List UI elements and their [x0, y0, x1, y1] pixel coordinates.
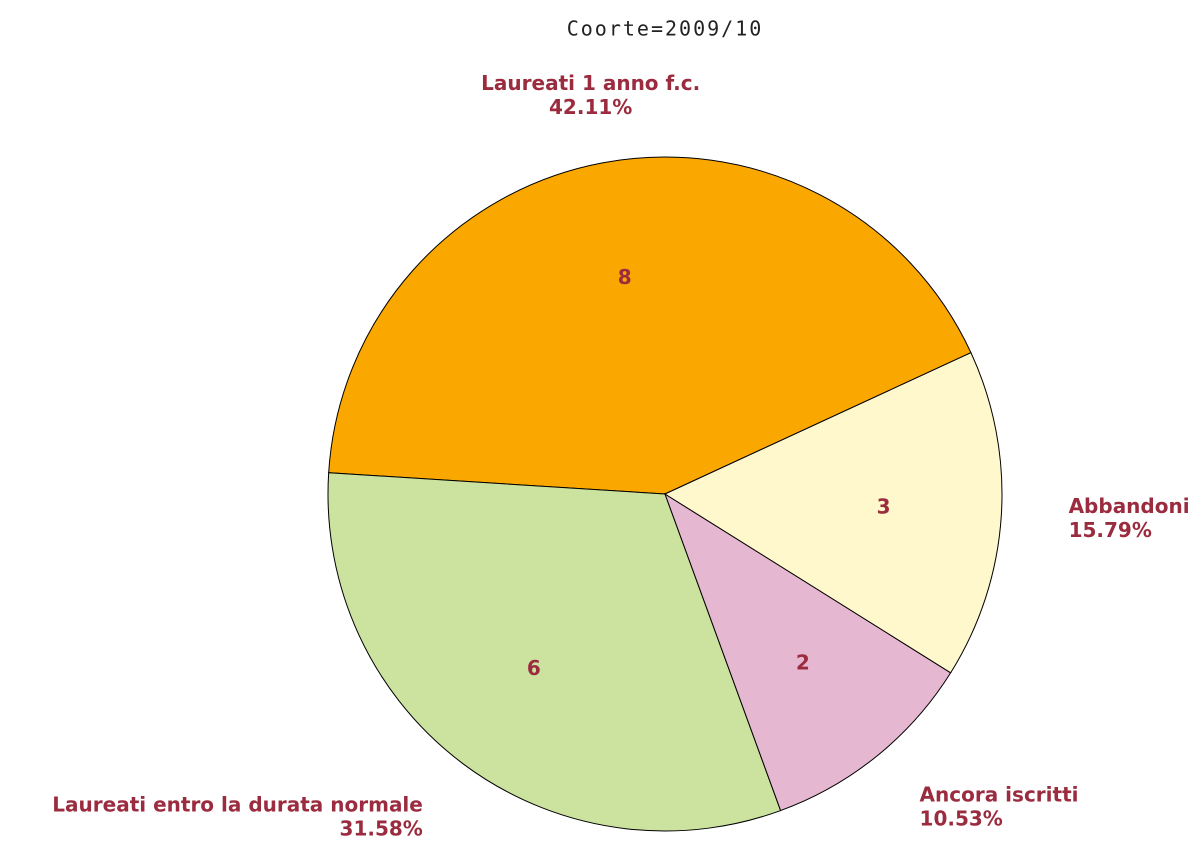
slice-category-label: Laureati 1 anno f.c.: [481, 71, 700, 95]
slice-category-label: Ancora iscritti: [920, 783, 1079, 807]
slice-value-label: 2: [796, 651, 810, 675]
slice-value-label: 6: [527, 656, 541, 680]
slice-value-label: 8: [618, 265, 632, 289]
slice-category-label: Abbandoni: [1069, 494, 1190, 518]
pie-slice: [328, 156, 972, 495]
slice-value-label: 3: [877, 494, 891, 518]
slice-percent-label: 31.58%: [340, 816, 423, 840]
slice-percent-label: 10.53%: [920, 807, 1003, 831]
pie-slice: [327, 472, 782, 832]
slice-percent-label: 42.11%: [549, 95, 632, 119]
slice-percent-label: 15.79%: [1069, 518, 1152, 542]
pie-slice: [663, 351, 1003, 674]
pie-slice: [664, 492, 952, 812]
slice-category-label: Laureati entro la durata normale: [52, 792, 423, 816]
chart-title: Coorte=2009/10: [567, 17, 764, 41]
